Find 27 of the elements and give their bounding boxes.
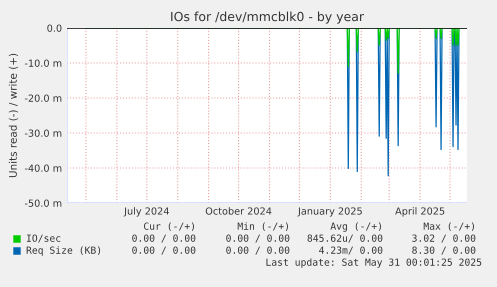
text: 845.62u/ 0.00 [308,234,382,243]
text: 3.02 / 0.00 [412,234,476,243]
text: 8.30 / 0.00 [412,246,476,255]
text: Min (-/+) [238,222,288,231]
legend-label: Req Size (KB) [26,246,100,256]
y-axis-title: Units read (-) / write (+) [8,54,18,178]
text: Avg (-/+) [330,222,381,232]
chart-title: IOs for /dev/mmcblk0 - by year [171,12,364,24]
text: 4.23m/ 0.00 [319,246,382,255]
text: 0.00 / 0.00 [132,234,196,243]
text: Max (-/+) [424,222,474,231]
x-tick-label: January 2025 [297,207,362,217]
text: 0.00 / 0.00 [226,234,290,243]
x-tick-label: October 2024 [206,207,272,215]
legend-label: IO/sec [26,234,60,243]
text: Last update: Sat May 31 00:01:25 2025 [266,258,482,268]
y-tick-label: -20.0 m [24,94,62,102]
y-tick-label: -50.0 m [24,199,62,207]
text: Cur (-/+) [144,222,194,231]
y-tick-label: 0.0 [47,24,62,32]
text: 0.00 / 0.00 [132,246,196,255]
x-tick-label: April 2025 [395,207,444,217]
y-tick-label: -10.0 m [24,59,62,67]
x-tick-label: July 2024 [124,207,169,217]
y-tick-label: -30.0 m [24,129,62,137]
y-tick-label: -40.0 m [24,164,62,172]
text: 0.00 / 0.00 [226,246,290,255]
